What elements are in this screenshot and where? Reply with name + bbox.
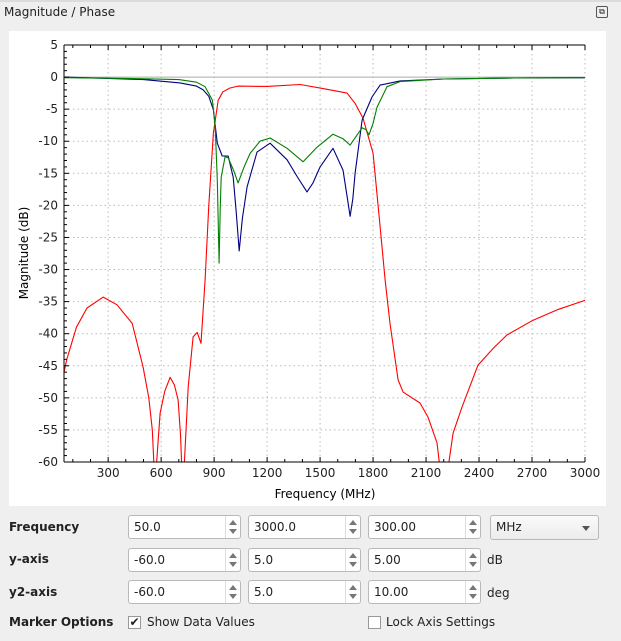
spin-down-icon[interactable] [229, 562, 237, 567]
y-tick-label: -30 [38, 263, 58, 277]
value: 50.0 [134, 520, 161, 534]
y-axis-label-text: y-axis [9, 552, 49, 566]
series-line-1 [64, 76, 585, 252]
y2-axis-label-text: y2-axis [9, 585, 58, 599]
y-tick-label: -15 [38, 166, 58, 180]
spin-down-icon[interactable] [349, 529, 357, 534]
y-tick-label: -40 [38, 327, 58, 341]
y-tick-label: -20 [38, 198, 58, 212]
y-tick-label: -25 [38, 230, 58, 244]
window-title: Magnitude / Phase [4, 5, 116, 19]
selected-unit: MHz [496, 520, 522, 534]
y-tick-label: -60 [38, 455, 58, 469]
spin-down-icon[interactable] [349, 594, 357, 599]
x-tick-label: 2400 [464, 466, 495, 480]
spin-down-icon[interactable] [349, 562, 357, 567]
frequency-stop-spinbox[interactable]: 3000.0 [248, 515, 361, 539]
y2-axis-unit: deg [487, 586, 510, 600]
x-axis-label: Frequency (MHz) [275, 487, 376, 501]
x-tick-label: 3000 [570, 466, 601, 480]
spin-up-icon[interactable] [349, 520, 357, 525]
value: -60.0 [134, 585, 166, 599]
spin-down-icon[interactable] [469, 529, 477, 534]
y-axis-step-spinbox[interactable]: 5.00 [368, 548, 481, 572]
y-axis-label: Magnitude (dB) [17, 207, 31, 300]
y-axis-min-spinbox[interactable]: -60.0 [128, 548, 241, 572]
x-tick-label: 900 [203, 466, 226, 480]
y2-axis-step-spinbox[interactable]: 10.00 [368, 580, 481, 604]
value: 300.00 [374, 520, 416, 534]
spin-up-icon[interactable] [349, 553, 357, 558]
x-tick-label: 600 [150, 466, 173, 480]
spin-up-icon[interactable] [229, 553, 237, 558]
y-tick-label: -10 [38, 134, 58, 148]
value: 5.0 [254, 553, 274, 567]
value: 5.00 [374, 553, 401, 567]
y-tick-label: 5 [50, 38, 58, 52]
spin-up-icon[interactable] [229, 520, 237, 525]
y-tick-label: -5 [46, 102, 58, 116]
x-tick-label: 1500 [305, 466, 336, 480]
chevron-down-icon [582, 526, 590, 531]
spin-up-icon[interactable] [469, 585, 477, 590]
y-tick-label: -55 [38, 423, 58, 437]
spin-up-icon[interactable] [469, 553, 477, 558]
frequency-unit-dropdown[interactable]: MHz [490, 515, 599, 540]
value: -60.0 [134, 553, 166, 567]
show-data-values-label[interactable]: Show Data Values [147, 615, 255, 629]
value: 10.00 [374, 585, 409, 599]
spin-down-icon[interactable] [469, 594, 477, 599]
chart-panel: 300 600 900 1200 1500 1800 2100 2400 2700 3000 5 0 -… [9, 31, 606, 506]
x-tick-label: 300 [97, 466, 120, 480]
lock-axis-settings-label[interactable]: Lock Axis Settings [386, 615, 496, 629]
spin-down-icon[interactable] [469, 562, 477, 567]
frequency-step-spinbox[interactable]: 300.00 [368, 515, 481, 539]
frequency-label: Frequency [9, 520, 80, 534]
x-tick-label: 2100 [411, 466, 442, 480]
spin-down-icon[interactable] [229, 594, 237, 599]
show-data-values-checkbox[interactable]: ✔ [128, 615, 141, 629]
lock-axis-settings-checkbox[interactable] [368, 616, 381, 629]
x-tick-label: 1800 [358, 466, 389, 480]
y-tick-label: -45 [38, 359, 58, 373]
y2-axis-min-spinbox[interactable]: -60.0 [128, 580, 241, 604]
x-tick-label: 1200 [252, 466, 283, 480]
y-axis-max-spinbox[interactable]: 5.0 [248, 548, 361, 572]
top-border [0, 0, 621, 2]
spin-up-icon[interactable] [229, 585, 237, 590]
frequency-start-spinbox[interactable]: 50.0 [128, 515, 241, 539]
marker-options-label: Marker Options [9, 615, 114, 629]
magnitude-chart: 300 600 900 1200 1500 1800 2100 2400 2700 3000 5 0 -… [17, 38, 601, 501]
value: 3000.0 [254, 520, 296, 534]
float-window-icon[interactable]: ⧉ [596, 6, 608, 18]
y-tick-label: -50 [38, 391, 58, 405]
series-line-0 [64, 83, 585, 462]
y-tick-label: -35 [38, 295, 58, 309]
y-axis-unit: dB [487, 553, 503, 567]
y2-axis-max-spinbox[interactable]: 5.0 [248, 580, 361, 604]
spin-up-icon[interactable] [349, 585, 357, 590]
series-line-2 [64, 77, 585, 264]
y-tick-label: 0 [50, 70, 58, 84]
spin-down-icon[interactable] [229, 529, 237, 534]
spin-up-icon[interactable] [469, 520, 477, 525]
value: 5.0 [254, 585, 274, 599]
x-tick-label: 2700 [517, 466, 548, 480]
